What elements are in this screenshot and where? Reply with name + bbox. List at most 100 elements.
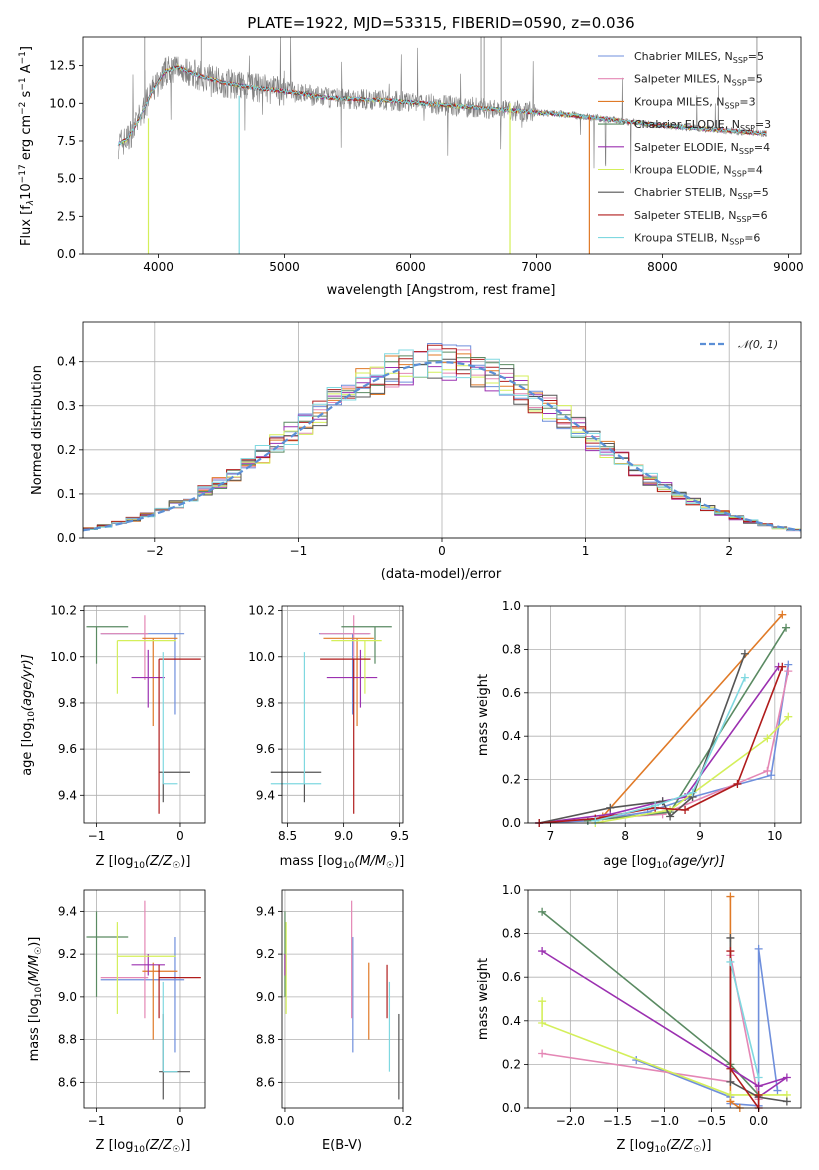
weight-marker-kroupa_miles bbox=[778, 610, 787, 619]
weight-marker-kroupa_elodie bbox=[784, 712, 793, 721]
weight-marker-chabrier_stelib bbox=[666, 812, 675, 821]
weight-vs-age-panel: 7 8 9 10 0.0 0.2 0.4 0.6 0.8 1.0 age [log10(age/y… bbox=[476, 599, 802, 871]
mass-vs-ebv-x-label: E(B-V) bbox=[322, 1138, 362, 1153]
weight-marker-kroupa_stelib bbox=[726, 957, 735, 966]
y-tick-label: 9.2 bbox=[256, 947, 275, 961]
y-tick-label: 9.6 bbox=[58, 742, 77, 756]
y-tick-label: 9.6 bbox=[256, 742, 275, 756]
spectrum-title: PLATE=1922, MJD=53315, FIBERID=0590, z=0… bbox=[247, 14, 634, 32]
y-tick-label: 0.4 bbox=[502, 729, 521, 743]
weight-marker-chabrier_stelib bbox=[782, 1097, 791, 1106]
x-tick-label: −2 bbox=[146, 544, 164, 558]
weight-vs-age-frame bbox=[527, 605, 802, 824]
x-tick-label: 1 bbox=[582, 544, 590, 558]
legend-label-sub: SSP bbox=[740, 124, 755, 133]
spectrum-frame bbox=[82, 36, 802, 255]
residual-y-label: Normed distribution bbox=[30, 365, 45, 495]
legend-label-main: Salpeter STELIB, N bbox=[634, 209, 736, 222]
residual-x-label: (data-model)/error bbox=[381, 567, 502, 582]
x-tick-label: −2.0 bbox=[556, 1114, 585, 1128]
legend-label-salpeter_stelib: Salpeter STELIB, NSSP=6 bbox=[634, 209, 768, 224]
weight-line-kroupa_elodie bbox=[595, 716, 789, 824]
x-tick-label: 6000 bbox=[395, 260, 426, 274]
legend-label-end: =3 bbox=[755, 118, 771, 131]
legend-label-end: =6 bbox=[751, 209, 767, 222]
x-tick-label: −1 bbox=[88, 1114, 106, 1128]
weight-marker-chabrier_stelib bbox=[726, 1077, 735, 1086]
y-tick-label: 10.2 bbox=[50, 604, 77, 618]
x-tick-label: −0.5 bbox=[697, 1114, 726, 1128]
x-tick-label: 9 bbox=[696, 829, 704, 843]
x-tick-label: 0 bbox=[176, 829, 184, 843]
weight-marker-salpeter_stelib bbox=[733, 779, 742, 788]
weight-marker-kroupa_elodie bbox=[538, 1018, 547, 1027]
x-tick-label: 0.2 bbox=[393, 1114, 412, 1128]
y-tick-label: 0.0 bbox=[502, 816, 521, 830]
age-vs-z-x-label: Z [log10(Z/Z☉)] bbox=[96, 854, 191, 871]
legend-label-end: =5 bbox=[753, 186, 769, 199]
x-tick-label: 8 bbox=[621, 829, 629, 843]
age-vs-z-y-label: age [log10(age/yr)] bbox=[20, 654, 37, 776]
y-tick-label: 0.0 bbox=[502, 1101, 521, 1115]
weight-marker-chabrier_miles bbox=[773, 1086, 782, 1095]
weight-marker-salpeter_miles bbox=[763, 766, 772, 775]
residual-panel: −2 −1 0 1 2 0.0 0.1 0.2 0.3 0.4 (data-model)/erro… bbox=[30, 321, 802, 582]
weight-marker-chabrier_miles bbox=[767, 771, 776, 780]
y-tick-label: 0.6 bbox=[502, 686, 521, 700]
weight-marker-chabrier_elodie bbox=[538, 907, 547, 916]
x-tick-label: 2 bbox=[725, 544, 733, 558]
weight-marker-salpeter_stelib bbox=[726, 947, 735, 956]
weight-marker-salpeter_miles bbox=[538, 1049, 547, 1058]
spectrum-panel: PLATE=1922, MJD=53315, FIBERID=0590, z=0… bbox=[18, 14, 804, 298]
x-tick-label: 7000 bbox=[521, 260, 552, 274]
x-tick-label: 0 bbox=[176, 1114, 184, 1128]
legend-label-salpeter_miles: Salpeter MILES, NSSP=5 bbox=[634, 73, 763, 88]
y-tick-label: 8.8 bbox=[256, 1033, 275, 1047]
weight-vs-z-panel: −2.0 −1.5 −1.0 −0.5 0.0 0.0 0.2 0.4 0.6 0.8 1.0 Z … bbox=[476, 883, 802, 1155]
x-tick-label: −1 bbox=[88, 829, 106, 843]
weight-marker-salpeter_elodie bbox=[538, 947, 547, 956]
x-tick-label: 9.0 bbox=[334, 829, 353, 843]
legend-label-sub: SSP bbox=[733, 56, 748, 65]
x-tick-label: −1.5 bbox=[603, 1114, 632, 1128]
weight-vs-age-y-label: mass weight bbox=[476, 674, 491, 756]
y-tick-label: 8.8 bbox=[58, 1033, 77, 1047]
x-tick-label: 9.5 bbox=[390, 829, 409, 843]
spectrum-lines bbox=[117, 37, 767, 254]
weight-marker-kroupa_stelib bbox=[754, 1073, 763, 1082]
legend-label-main: Salpeter MILES, N bbox=[634, 73, 732, 86]
age-vs-mass-panel: 8.5 9.0 9.5 9.4 9.6 9.8 10.0 10.2 mass [log10(M… bbox=[248, 604, 409, 871]
y-tick-label: 0.2 bbox=[502, 1057, 521, 1071]
weight-line-salpeter_elodie bbox=[541, 950, 788, 1098]
legend-label-chabrier_miles: Chabrier MILES, NSSP=5 bbox=[634, 50, 764, 65]
weight-marker-chabrier_elodie bbox=[782, 623, 791, 632]
x-tick-label: 0.0 bbox=[275, 1114, 294, 1128]
weight-marker-kroupa_stelib bbox=[651, 801, 660, 810]
residual-histograms bbox=[83, 343, 801, 533]
weight-vs-age-x-label: age [log10(age/yr)] bbox=[603, 854, 725, 871]
weight-line-kroupa_stelib bbox=[729, 961, 760, 1078]
weight-marker-kroupa_elodie bbox=[763, 734, 772, 743]
legend-label-end: =5 bbox=[748, 50, 764, 63]
normal-legend-label: 𝒩(0, 1) bbox=[738, 338, 778, 351]
age-vs-z-frame bbox=[83, 605, 206, 824]
weight-marker-kroupa_elodie bbox=[726, 1090, 735, 1099]
weight-marker-salpeter_stelib bbox=[754, 1090, 763, 1099]
legend-label-kroupa_miles: Kroupa MILES, NSSP=3 bbox=[634, 95, 756, 110]
weight-marker-kroupa_elodie bbox=[538, 997, 547, 1006]
weight-line-kroupa_stelib bbox=[595, 677, 746, 822]
legend-label-main: Kroupa MILES, N bbox=[634, 95, 724, 108]
weight-marker-salpeter_stelib bbox=[681, 805, 690, 814]
legend-label-chabrier_elodie: Chabrier ELODIE, NSSP=3 bbox=[634, 118, 771, 133]
legend-label-chabrier_stelib: Chabrier STELIB, NSSP=5 bbox=[634, 186, 769, 201]
y-tick-label: 5.0 bbox=[57, 172, 76, 186]
model-spectrum-kroupa_stelib bbox=[117, 65, 767, 147]
weight-marker-salpeter_stelib bbox=[778, 662, 787, 671]
y-tick-label: 7.5 bbox=[57, 134, 76, 148]
legend-label-kroupa_stelib: Kroupa STELIB, NSSP=6 bbox=[634, 232, 760, 247]
y-tick-label: 12.5 bbox=[49, 59, 76, 73]
legend-label-sub: SSP bbox=[724, 101, 739, 110]
